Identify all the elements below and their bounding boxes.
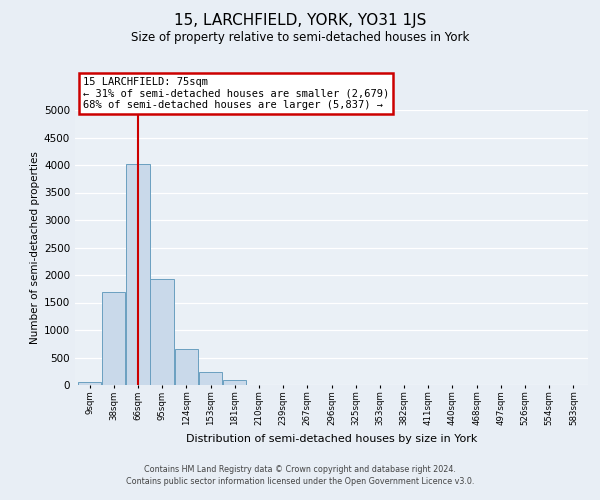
X-axis label: Distribution of semi-detached houses by size in York: Distribution of semi-detached houses by … [186, 434, 477, 444]
Bar [102, 292, 125, 385]
Text: 15, LARCHFIELD, YORK, YO31 1JS: 15, LARCHFIELD, YORK, YO31 1JS [174, 12, 426, 28]
Text: Contains HM Land Registry data © Crown copyright and database right 2024.: Contains HM Land Registry data © Crown c… [144, 465, 456, 474]
Bar [199, 372, 222, 385]
Bar [151, 279, 174, 385]
Bar [223, 380, 247, 385]
Bar [175, 349, 198, 385]
Bar [126, 164, 149, 385]
Text: Size of property relative to semi-detached houses in York: Size of property relative to semi-detach… [131, 31, 469, 44]
Bar [78, 382, 101, 385]
Y-axis label: Number of semi-detached properties: Number of semi-detached properties [30, 151, 40, 344]
Text: Contains public sector information licensed under the Open Government Licence v3: Contains public sector information licen… [126, 477, 474, 486]
Text: 15 LARCHFIELD: 75sqm
← 31% of semi-detached houses are smaller (2,679)
68% of se: 15 LARCHFIELD: 75sqm ← 31% of semi-detac… [83, 77, 389, 110]
